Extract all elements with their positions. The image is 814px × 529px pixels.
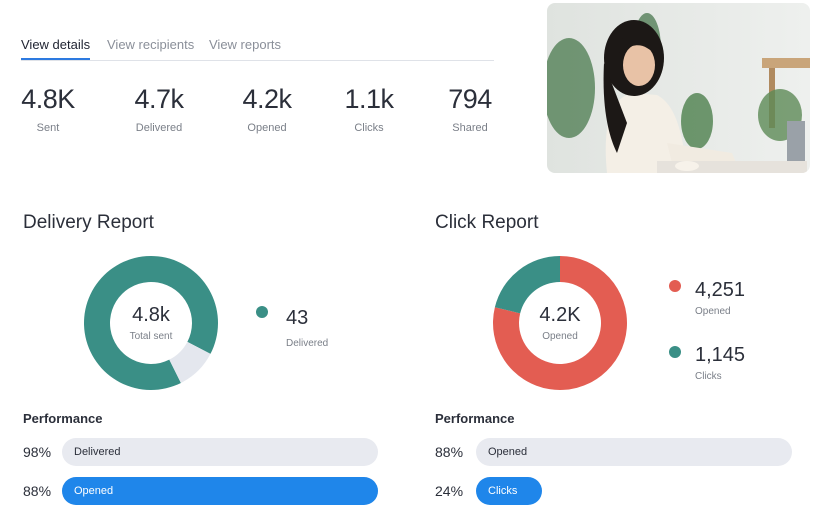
delivery-report-title: Delivery Report — [23, 212, 154, 233]
delivered-legend-label: Delivered — [286, 338, 329, 349]
stat-value: 4.8K — [21, 84, 75, 114]
stat-clicks: 1.1k Clicks — [344, 84, 394, 134]
stat-value: 4.7k — [134, 84, 184, 114]
perf-bar-label: Opened — [488, 446, 528, 458]
delivery-donut-chart — [84, 255, 219, 390]
stat-opened: 4.2k Opened — [236, 84, 298, 134]
delivered-legend-dot — [256, 306, 268, 318]
tab-bar: View details View recipients View report… — [21, 37, 494, 61]
perf-percent: 24% — [435, 483, 464, 499]
donut-slice-clicks — [494, 256, 560, 314]
clicks-legend-value: 1,145 — [695, 344, 746, 366]
stat-label: Delivered — [135, 122, 183, 134]
donut-center-value: 4.2K — [539, 304, 581, 326]
stat-delivered: 4.7k Delivered — [127, 84, 191, 134]
donut-center-label: Opened — [542, 331, 578, 342]
opened-legend-dot — [669, 280, 681, 292]
perf-percent: 88% — [435, 444, 464, 460]
stat-label: Shared — [452, 122, 488, 134]
clicks-legend-dot — [669, 346, 681, 358]
stat-value: 1.1k — [344, 84, 394, 114]
donut-slice-delivered — [84, 255, 219, 390]
click-donut-center: 4.2K Opened — [520, 304, 600, 342]
donut-center-label: Total sent — [129, 331, 173, 342]
stat-shared: 794 Shared — [442, 84, 498, 134]
delivery-performance-title: Performance — [23, 411, 103, 426]
click-performance-title: Performance — [435, 411, 515, 426]
perf-bar-track — [476, 438, 792, 466]
donut-slice-remaining — [169, 341, 211, 383]
woman-at-laptop-photo — [547, 3, 810, 173]
delivered-legend-value: 43 — [286, 307, 309, 329]
donut-slice-opened — [493, 256, 627, 390]
tab-view-details[interactable]: View details — [21, 37, 91, 60]
perf-percent: 88% — [23, 483, 52, 499]
tab-view-recipients[interactable]: View recipients — [107, 37, 195, 52]
perf-percent: 98% — [23, 444, 52, 460]
perf-bar-label: Opened — [74, 485, 114, 497]
opened-legend-label: Opened — [695, 306, 731, 317]
stat-sent: 4.8K Sent — [17, 84, 79, 134]
click-donut-chart — [493, 256, 627, 390]
clicks-legend-label: Clicks — [695, 371, 722, 382]
opened-legend-value: 4,251 — [695, 279, 746, 301]
perf-bar-track — [62, 438, 378, 466]
perf-bar-fill — [476, 477, 542, 505]
perf-bar-label: Clicks — [488, 485, 518, 497]
stat-label: Opened — [247, 122, 287, 134]
stat-value: 794 — [448, 84, 492, 114]
donut-center-value: 4.8k — [132, 304, 170, 326]
delivery-donut-center: 4.8k Total sent — [111, 304, 191, 342]
perf-bar-fill — [62, 477, 378, 505]
stat-value: 4.2k — [242, 84, 292, 114]
stat-label: Clicks — [354, 122, 384, 134]
stat-label: Sent — [36, 122, 60, 134]
tab-view-reports[interactable]: View reports — [209, 37, 282, 52]
perf-bar-label: Delivered — [74, 446, 121, 458]
click-report-title: Click Report — [435, 212, 539, 233]
